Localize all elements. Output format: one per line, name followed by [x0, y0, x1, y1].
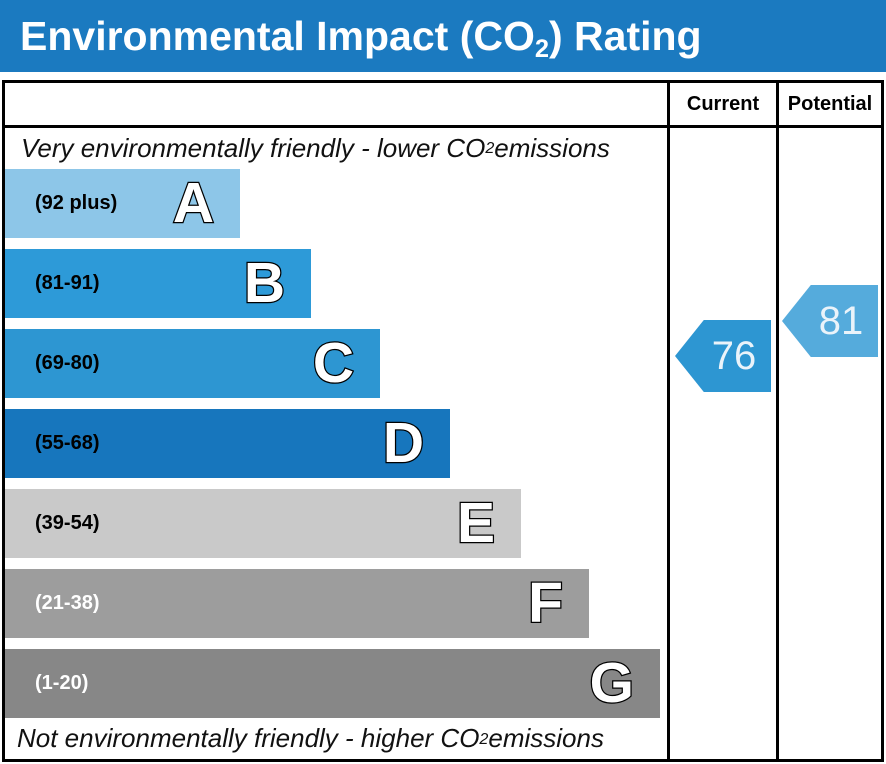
band-a-range-label: (92 plus) — [35, 192, 118, 214]
bottom-caption: Not environmentally friendly - higher CO… — [17, 723, 604, 753]
band-e-letter: E — [456, 490, 497, 557]
band-c: (69-80) C — [5, 329, 380, 398]
table-header-row: Current Potential — [5, 83, 881, 128]
band-g-letter: G — [588, 650, 635, 717]
band-d-range-label: (55-68) — [35, 432, 100, 454]
page-title: Environmental Impact (CO2) Rating — [20, 12, 702, 63]
potential-rating-value: 81 — [818, 299, 864, 343]
top-caption: Very environmentally friendly - lower CO… — [21, 132, 610, 163]
band-e: (39-54) E — [5, 489, 521, 558]
current-column-header: Current — [686, 92, 760, 115]
band-d-letter: D — [382, 410, 426, 477]
band-e-range-label: (39-54) — [35, 512, 100, 534]
band-a-letter: A — [172, 170, 216, 237]
band-b: (81-91) B — [5, 249, 311, 318]
band-b-range-label: (81-91) — [35, 272, 100, 294]
band-g: (1-20) G — [5, 649, 660, 718]
column-divider-potential — [776, 83, 779, 759]
rating-table: Current Potential Very environmentally f… — [2, 80, 884, 762]
band-g-range-label: (1-20) — [35, 672, 89, 694]
band-f-letter: F — [527, 570, 564, 637]
band-f-range-label: (21-38) — [35, 592, 100, 614]
column-divider-current — [667, 83, 670, 759]
current-rating-value: 76 — [711, 334, 757, 378]
band-f: (21-38) F — [5, 569, 589, 638]
current-rating-pointer: 76 — [675, 320, 771, 392]
potential-column-header: Potential — [787, 92, 873, 115]
title-bar: Environmental Impact (CO2) Rating — [0, 0, 886, 72]
band-d: (55-68) D — [5, 409, 450, 478]
band-c-letter: C — [312, 330, 356, 397]
band-c-range-label: (69-80) — [35, 352, 100, 374]
band-a: (92 plus) A — [5, 169, 240, 238]
band-b-letter: B — [243, 250, 287, 317]
potential-rating-pointer: 81 — [782, 285, 878, 357]
